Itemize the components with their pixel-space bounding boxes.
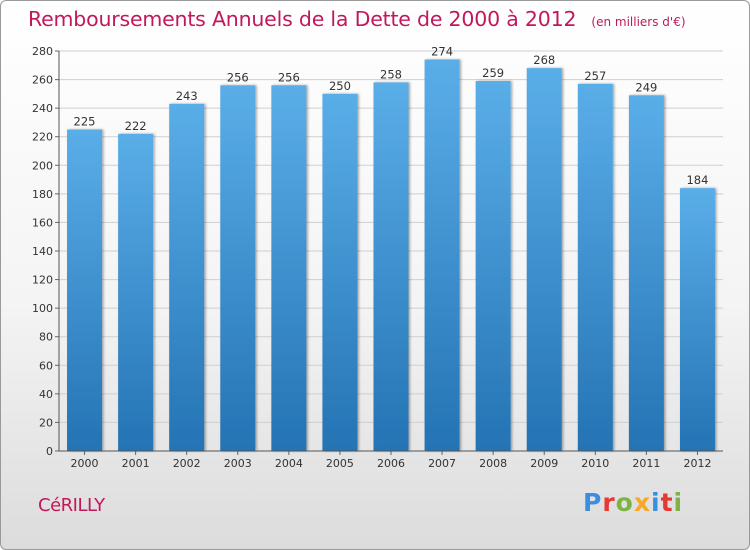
x-tick-label: 2012 — [683, 457, 711, 470]
y-tick-label: 140 — [32, 245, 53, 258]
x-tick-label: 2000 — [71, 457, 99, 470]
y-tick-label: 180 — [32, 188, 53, 201]
bar — [220, 85, 256, 452]
bar — [424, 59, 460, 451]
bar-value-label: 243 — [176, 89, 198, 103]
bar-value-label: 268 — [533, 53, 555, 67]
bar-value-label: 249 — [635, 80, 657, 94]
bar-value-label: 256 — [227, 70, 249, 84]
logo-letter: t — [660, 488, 674, 517]
y-tick-label: 160 — [32, 216, 53, 229]
y-tick-label: 20 — [39, 416, 53, 429]
commune-name: CéRILLY — [38, 495, 105, 516]
bar — [322, 93, 358, 451]
chart-subtitle: (en milliers d'€) — [591, 15, 686, 29]
x-tick-label: 2003 — [224, 457, 252, 470]
bar — [526, 68, 562, 452]
bar — [628, 95, 664, 452]
x-tick-label: 2009 — [530, 457, 558, 470]
x-tick-label: 2011 — [632, 457, 660, 470]
y-tick-label: 240 — [32, 102, 53, 115]
logo-letter: r — [602, 488, 616, 517]
chart-title: Remboursements Annuels de la Dette de 20… — [28, 7, 577, 31]
x-tick-label: 2006 — [377, 457, 405, 470]
bar-value-label: 222 — [125, 119, 147, 133]
proxiti-logo: Proxiti — [583, 488, 683, 517]
bar-value-label: 274 — [431, 45, 453, 59]
x-tick-label: 2001 — [122, 457, 150, 470]
bar-value-label: 225 — [74, 115, 96, 129]
bar-value-label: 258 — [380, 67, 402, 81]
logo-letter: o — [615, 488, 634, 517]
x-tick-label: 2008 — [479, 457, 507, 470]
bar-value-label: 184 — [686, 173, 708, 187]
logo-letter: i — [651, 488, 661, 517]
bar — [475, 81, 511, 451]
axes — [58, 51, 723, 452]
y-tick-label: 220 — [32, 131, 53, 144]
y-tick-label: 120 — [32, 274, 53, 287]
bar — [679, 188, 715, 451]
bar — [67, 129, 103, 452]
y-tick-label: 280 — [32, 45, 53, 58]
y-tick-label: 0 — [46, 445, 53, 458]
x-tick-labels: 2000 2001 2002 2003 2004 2005 2006 2007 2008 2009… — [71, 457, 712, 470]
x-tick-label: 2007 — [428, 457, 456, 470]
x-tick-label: 2005 — [326, 457, 354, 470]
y-tick-labels: 0 20 40 60 80 100 120 140 160 180 200 220 240 260 280 — [32, 45, 53, 458]
y-tick-label: 260 — [32, 74, 53, 87]
bar-value-label: 256 — [278, 70, 300, 84]
logo-letter: P — [583, 488, 603, 517]
bar — [169, 103, 205, 451]
bar-value-label: 259 — [482, 66, 504, 80]
bars-group — [67, 59, 715, 452]
chart-title-row: Remboursements Annuels de la Dette de 20… — [28, 7, 686, 31]
data-labels: 225 222 243 256 256 250 258 274 259 268 257 249 184 — [74, 45, 709, 188]
logo-letter: i — [673, 488, 684, 517]
y-tick-label: 80 — [39, 331, 53, 344]
bar — [577, 83, 613, 451]
y-tick-label: 200 — [32, 159, 53, 172]
y-tick-label: 40 — [39, 388, 53, 401]
bar — [373, 82, 409, 451]
bar-value-label: 257 — [584, 69, 606, 83]
x-tick-label: 2002 — [173, 457, 201, 470]
y-tick-label: 100 — [32, 302, 53, 315]
bar — [118, 133, 154, 451]
x-tick-label: 2004 — [275, 457, 303, 470]
bar-value-label: 250 — [329, 79, 351, 93]
x-tick-label: 2010 — [581, 457, 609, 470]
logo-letter: x — [633, 488, 651, 517]
y-tick-label: 60 — [39, 359, 53, 372]
bar — [271, 85, 307, 452]
